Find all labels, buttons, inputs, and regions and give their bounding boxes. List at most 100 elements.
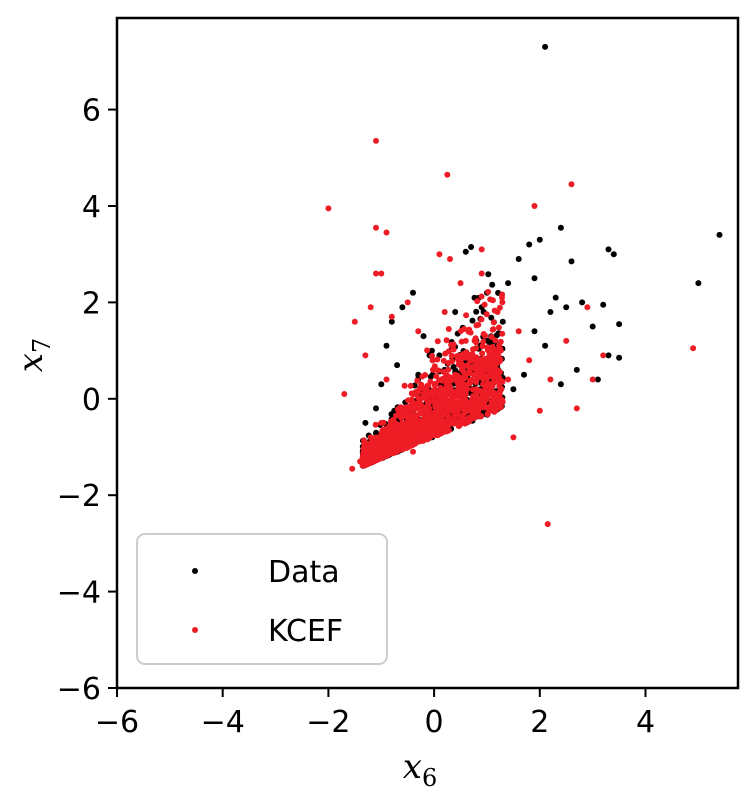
scatter-point-kcef bbox=[372, 421, 379, 428]
scatter-point-kcef bbox=[478, 316, 485, 323]
y-tick-label: −6 bbox=[57, 672, 101, 707]
scatter-point-data bbox=[388, 318, 395, 325]
scatter-point-kcef bbox=[482, 355, 489, 362]
scatter-point-data bbox=[594, 376, 601, 383]
plot-frame bbox=[115, 16, 740, 690]
y-tick-label: 4 bbox=[82, 190, 101, 225]
scatter-point-kcef bbox=[479, 343, 486, 350]
scatter-point-kcef bbox=[584, 304, 591, 311]
scatter-point-kcef bbox=[600, 352, 607, 359]
scatter-point-data bbox=[489, 281, 496, 288]
scatter-point-data bbox=[515, 256, 522, 262]
scatter-point-kcef bbox=[497, 338, 504, 345]
scatter-point-kcef bbox=[474, 298, 481, 305]
scatter-point-kcef bbox=[419, 373, 426, 380]
scatter-point-kcef bbox=[531, 203, 538, 209]
scatter-point-kcef bbox=[447, 256, 453, 262]
scatter-point-kcef bbox=[447, 374, 453, 381]
scatter-point-kcef bbox=[482, 360, 489, 367]
scatter-point-kcef bbox=[401, 382, 408, 389]
scatter-point-kcef bbox=[466, 370, 473, 377]
scatter-point-kcef bbox=[399, 438, 406, 445]
scatter-point-kcef bbox=[398, 433, 405, 440]
scatter-point-kcef bbox=[373, 453, 379, 460]
scatter-point-kcef bbox=[406, 421, 412, 428]
scatter-point-kcef bbox=[448, 341, 455, 348]
scatter-point-kcef bbox=[457, 328, 464, 334]
scatter-point-data bbox=[499, 318, 506, 325]
scatter-point-kcef bbox=[357, 458, 364, 465]
scatter-point-data bbox=[373, 429, 380, 436]
scatter-point-kcef bbox=[441, 309, 448, 315]
scatter-point-kcef bbox=[434, 415, 441, 422]
scatter-point-kcef bbox=[417, 418, 424, 425]
scatter-point-kcef bbox=[494, 378, 501, 385]
x-tick-label: 2 bbox=[530, 705, 549, 740]
scatter-point-kcef bbox=[473, 386, 480, 393]
y-axis-label: x7 bbox=[11, 338, 56, 372]
x-tick-label: 4 bbox=[636, 705, 655, 740]
scatter-point-kcef bbox=[496, 392, 503, 399]
scatter-point-kcef bbox=[415, 328, 422, 335]
scatter-point-data bbox=[420, 333, 427, 340]
scatter-point-kcef bbox=[454, 400, 461, 407]
scatter-point-kcef bbox=[463, 388, 469, 395]
scatter-point-kcef bbox=[453, 353, 460, 360]
y-tick-label: 0 bbox=[82, 383, 101, 418]
scatter-point-kcef bbox=[510, 434, 517, 441]
scatter-point-data bbox=[473, 308, 480, 315]
scatter-point-kcef bbox=[470, 412, 477, 419]
scatter-point-kcef bbox=[367, 434, 374, 441]
scatter-point-kcef bbox=[460, 416, 467, 423]
scatter-point-kcef bbox=[393, 439, 400, 446]
scatter-point-data bbox=[531, 275, 538, 282]
scatter-point-data bbox=[600, 301, 607, 308]
scatter-point-kcef bbox=[466, 403, 473, 410]
scatter-point-kcef bbox=[404, 414, 411, 421]
legend-label-data: Data bbox=[268, 555, 340, 590]
scatter-point-kcef bbox=[443, 337, 450, 344]
scatter-point-kcef bbox=[484, 381, 491, 388]
scatter-point-kcef bbox=[478, 246, 485, 253]
scatter-point-data bbox=[428, 347, 435, 354]
scatter-point-kcef bbox=[389, 450, 396, 457]
scatter-point-data bbox=[536, 236, 543, 243]
scatter-point-kcef bbox=[483, 311, 490, 318]
x-tick-label: −4 bbox=[201, 705, 245, 740]
scatter-point-kcef bbox=[473, 370, 480, 377]
scatter-point-kcef bbox=[515, 328, 522, 335]
scatter-point-kcef bbox=[382, 432, 389, 439]
scatter-point-kcef bbox=[410, 391, 417, 398]
scatter-point-kcef bbox=[470, 346, 477, 353]
scatter-point-kcef bbox=[436, 251, 443, 258]
scatter-point-data bbox=[468, 244, 475, 250]
scatter-point-kcef bbox=[573, 405, 580, 412]
scatter-point-kcef bbox=[363, 457, 370, 464]
scatter-point-data bbox=[427, 373, 434, 380]
scatter-point-kcef bbox=[392, 429, 399, 436]
scatter-point-data bbox=[552, 294, 559, 301]
scatter-point-data bbox=[589, 323, 596, 330]
scatter-point-data bbox=[542, 342, 549, 349]
scatter-point-kcef bbox=[468, 376, 475, 383]
scatter-point-kcef bbox=[495, 348, 502, 355]
scatter-point-kcef bbox=[449, 419, 456, 426]
scatter-point-kcef bbox=[387, 418, 394, 425]
y-tick-label: 6 bbox=[82, 94, 101, 129]
scatter-point-kcef bbox=[429, 387, 436, 394]
scatter-point-data bbox=[526, 241, 533, 248]
scatter-point-kcef bbox=[399, 405, 406, 412]
scatter-point-kcef bbox=[449, 358, 456, 365]
scatter-point-data bbox=[557, 224, 564, 231]
scatter-point-kcef bbox=[397, 413, 404, 420]
scatter-point-kcef bbox=[431, 363, 438, 370]
scatter-point-data bbox=[573, 366, 580, 373]
scatter-point-kcef bbox=[498, 385, 505, 392]
scatter-point-kcef bbox=[341, 391, 348, 397]
scatter-point-kcef bbox=[405, 432, 411, 439]
scatter-point-kcef bbox=[484, 395, 490, 402]
scatter-point-kcef bbox=[349, 465, 356, 472]
legend-box bbox=[136, 533, 388, 665]
scatter-point-kcef bbox=[420, 437, 427, 444]
